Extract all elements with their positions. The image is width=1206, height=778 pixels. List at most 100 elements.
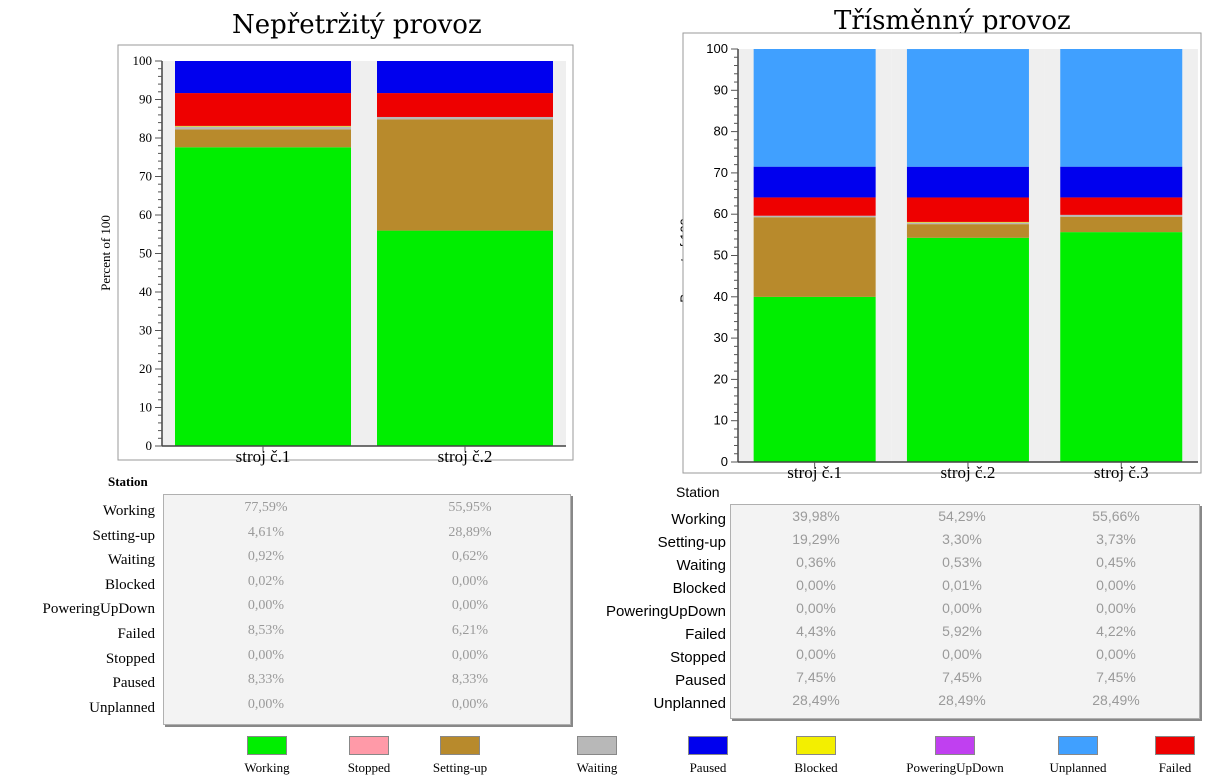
legend-item: Working bbox=[207, 736, 327, 776]
table-cell: 0,00% bbox=[942, 600, 982, 616]
table-row-label: Failed bbox=[117, 626, 156, 642]
legend-label: Paused bbox=[689, 760, 727, 775]
bar-segment-blocked bbox=[175, 125, 351, 127]
y-tick-label: 0 bbox=[146, 438, 153, 453]
legend-swatch bbox=[935, 736, 975, 755]
table-cell: 8,53% bbox=[247, 623, 285, 638]
bar-segment-working bbox=[175, 147, 351, 446]
bar-segment-waiting bbox=[175, 125, 351, 130]
table-cell: 0,92% bbox=[247, 549, 285, 565]
legend-label: Failed bbox=[1158, 760, 1192, 775]
legend-swatch bbox=[577, 736, 617, 755]
table-cell: 7,45% bbox=[796, 669, 836, 685]
table-row-label: Waiting bbox=[107, 552, 155, 569]
category-label: stroj č.3 bbox=[1094, 463, 1149, 482]
legend-label: Blocked bbox=[794, 760, 838, 775]
y-tick-label: 70 bbox=[139, 169, 152, 184]
legend-swatch bbox=[796, 736, 836, 755]
bar-segment-setting-up bbox=[753, 217, 876, 297]
y-tick-label: 80 bbox=[139, 130, 152, 145]
bar-segment-paused bbox=[377, 61, 553, 94]
y-tick-label: 50 bbox=[714, 248, 728, 263]
y-tick-label: 10 bbox=[714, 413, 728, 428]
bar-segment-paused bbox=[906, 166, 1029, 198]
table-cell: 28,49% bbox=[938, 692, 986, 708]
legend-item: Paused bbox=[648, 736, 768, 776]
legend-swatch bbox=[349, 736, 389, 755]
legend-item: Waiting bbox=[537, 736, 657, 776]
bar-segment-unplanned bbox=[1060, 49, 1183, 167]
table-cell: 6,21% bbox=[451, 623, 489, 638]
bar-segment-setting-up bbox=[377, 119, 553, 231]
y-tick-label: 70 bbox=[714, 165, 728, 180]
table-cell: 28,49% bbox=[792, 692, 840, 708]
table-cell: 0,00% bbox=[247, 647, 285, 663]
bar-segment-working bbox=[1060, 232, 1183, 462]
category-label: stroj č.2 bbox=[941, 463, 996, 482]
table-row-label: Waiting bbox=[676, 557, 726, 574]
table-cell: 0,00% bbox=[451, 598, 489, 614]
table-row-label: Paused bbox=[112, 675, 156, 692]
table-row-label: Setting-up bbox=[657, 534, 726, 551]
bar-segment-working bbox=[377, 230, 553, 446]
legend-item: Unplanned bbox=[1018, 736, 1138, 776]
legend-label: Unplanned bbox=[1049, 760, 1107, 775]
bar-segment-failed bbox=[906, 197, 1029, 222]
legend-label: Waiting bbox=[576, 760, 618, 775]
table-cell: 0,53% bbox=[942, 554, 982, 570]
bar-segment-unplanned bbox=[753, 49, 876, 167]
y-tick-label: 50 bbox=[139, 246, 152, 261]
legend-item: Failed bbox=[1115, 736, 1206, 776]
table-cell: 3,30% bbox=[942, 531, 982, 547]
table-cell: 8,33% bbox=[451, 672, 489, 688]
table-cell: 54,29% bbox=[938, 508, 986, 524]
bar-segment-waiting bbox=[906, 221, 1029, 225]
bar-segment-working bbox=[906, 237, 1029, 462]
legend-item: PoweringUpDown bbox=[895, 736, 1015, 776]
table-cell: 0,00% bbox=[1096, 577, 1136, 593]
table-cell: 77,59% bbox=[244, 500, 288, 515]
table-cell: 0,00% bbox=[247, 696, 285, 712]
y-tick-label: 20 bbox=[714, 371, 728, 386]
legend-label: Setting-up bbox=[432, 760, 488, 775]
y-tick-label: 90 bbox=[714, 82, 728, 97]
y-tick-label: 80 bbox=[714, 124, 728, 139]
chart-left-table bbox=[163, 494, 571, 725]
category-label: stroj č.1 bbox=[236, 447, 291, 466]
table-row-label: PoweringUpDown bbox=[605, 603, 726, 620]
bar-segment-waiting bbox=[753, 215, 876, 218]
table-row-label: Blocked bbox=[105, 576, 155, 593]
table-row-label: Working bbox=[671, 511, 726, 528]
table-cell: 28,49% bbox=[1092, 692, 1140, 708]
table-row-label: Unplanned bbox=[89, 699, 155, 716]
legend-swatch bbox=[247, 736, 287, 755]
y-tick-label: 40 bbox=[139, 284, 152, 299]
bar-segment-setting-up bbox=[1060, 216, 1183, 233]
table-cell: 4,61% bbox=[247, 524, 285, 540]
table-cell: 0,62% bbox=[451, 549, 489, 565]
table-cell: 0,00% bbox=[451, 573, 489, 589]
bar-segment-paused bbox=[175, 61, 351, 94]
bar-segment-waiting bbox=[377, 116, 553, 120]
table-row-label: Unplanned bbox=[653, 695, 726, 712]
legend-label: PoweringUpDown bbox=[906, 760, 1004, 775]
table-cell: 0,00% bbox=[451, 647, 489, 663]
table-row-label: Stopped bbox=[105, 650, 155, 667]
bar-segment-failed bbox=[1060, 197, 1183, 215]
bar-segment-setting-up bbox=[906, 224, 1029, 238]
table-cell: 19,29% bbox=[792, 531, 840, 547]
table-cell: 0,36% bbox=[796, 554, 836, 570]
table-cell: 28,89% bbox=[448, 524, 492, 540]
table-row-label: Paused bbox=[675, 672, 726, 689]
table-cell: 55,95% bbox=[448, 500, 492, 515]
chart-right-title: Třísměnný provoz bbox=[834, 6, 1071, 36]
table-cell: 4,22% bbox=[1096, 623, 1136, 639]
table-row-label: Blocked bbox=[672, 580, 726, 597]
table-cell: 0,00% bbox=[451, 696, 489, 712]
y-tick-label: 100 bbox=[706, 41, 728, 56]
legend-swatch bbox=[1058, 736, 1098, 755]
table-cell: 0,01% bbox=[942, 577, 982, 593]
bar-segment-working bbox=[753, 296, 876, 462]
category-label: stroj č.1 bbox=[787, 463, 842, 482]
